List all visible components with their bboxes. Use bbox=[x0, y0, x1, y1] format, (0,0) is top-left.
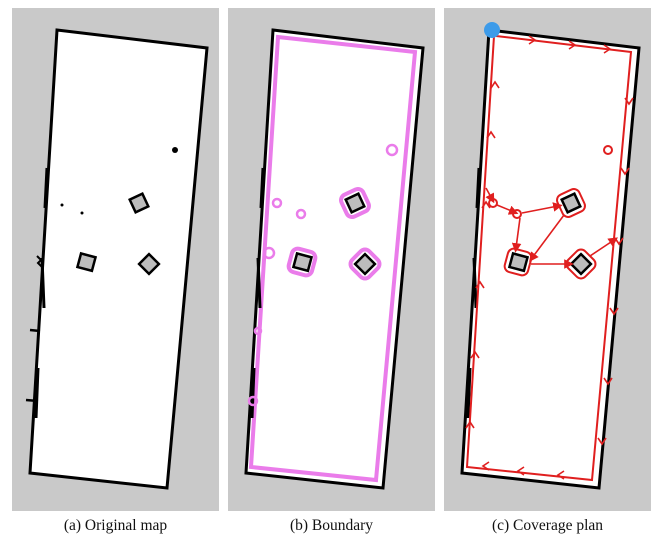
obstacle bbox=[75, 251, 98, 273]
boundary-circle bbox=[262, 246, 276, 260]
boundary-map-image bbox=[244, 28, 425, 490]
caption-b: (b) Boundary bbox=[289, 517, 374, 534]
start-marker bbox=[484, 22, 500, 38]
room-floor bbox=[244, 28, 425, 490]
boundary-circle bbox=[271, 197, 283, 209]
caption-a: (a) Original map bbox=[63, 517, 168, 534]
boundary-circle bbox=[385, 143, 399, 157]
caption-c: (c) Coverage plan bbox=[491, 517, 604, 534]
boundary-circle bbox=[247, 395, 259, 407]
obstacle bbox=[137, 252, 161, 276]
coverage-path bbox=[465, 35, 633, 482]
panel-coverage-plan bbox=[444, 8, 651, 511]
coverage-plan-image bbox=[460, 22, 641, 490]
boundary-circle bbox=[253, 326, 263, 336]
original-map-image bbox=[25, 28, 209, 490]
room-floor bbox=[28, 28, 209, 490]
boundary-circle bbox=[295, 208, 307, 220]
transition-lines bbox=[485, 187, 618, 269]
room-floor bbox=[460, 28, 641, 490]
panel-original-map bbox=[12, 8, 219, 511]
panel-boundary bbox=[228, 8, 435, 511]
boundary-outline bbox=[248, 34, 418, 483]
obstacle bbox=[128, 192, 150, 214]
